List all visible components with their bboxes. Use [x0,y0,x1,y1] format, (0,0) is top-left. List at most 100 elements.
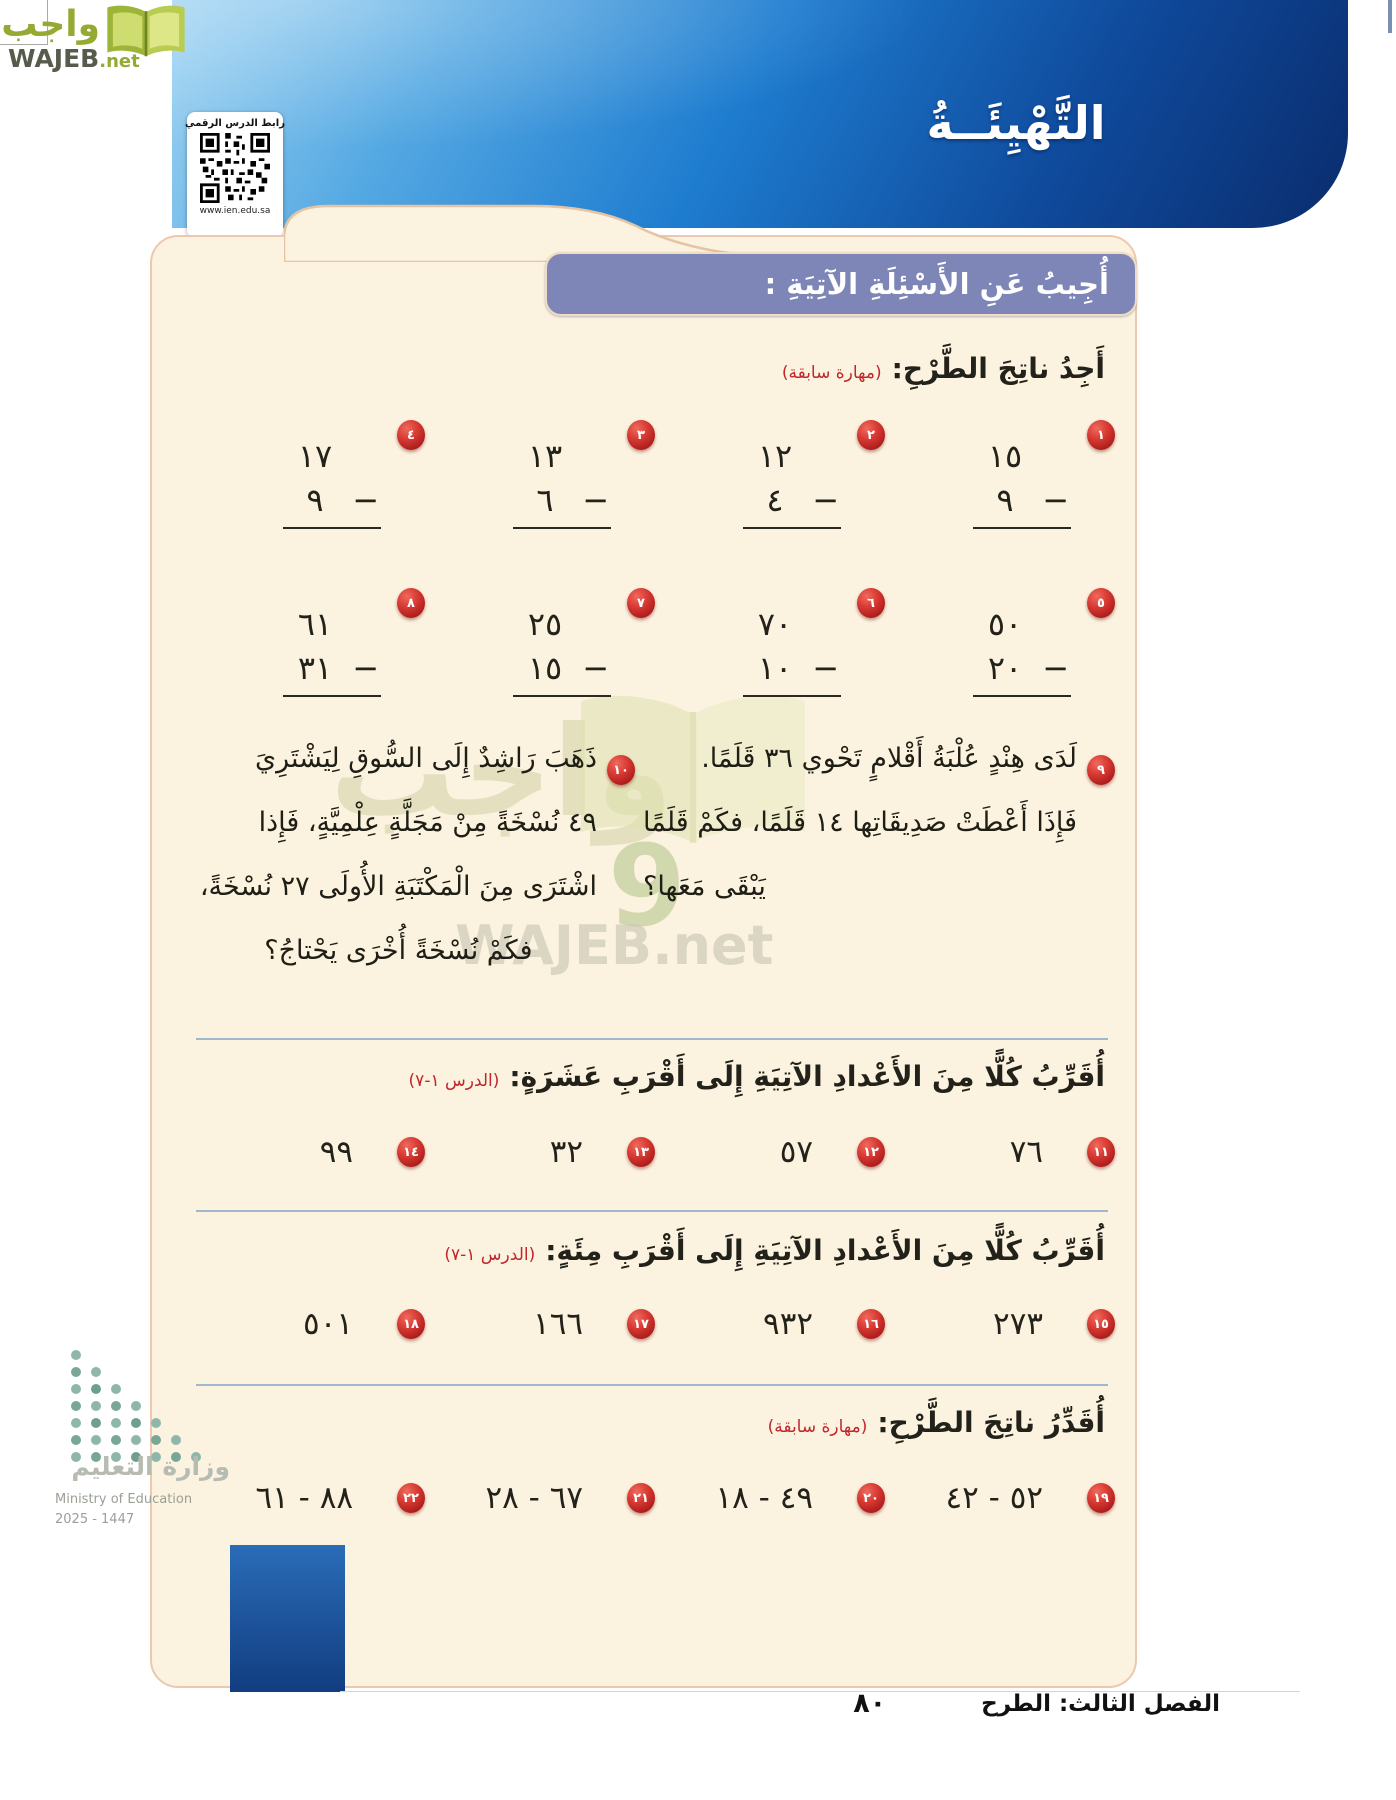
problem-number-badge: ٨ [397,588,425,618]
problem-number-badge: ٣ [627,420,655,450]
estimate-item: ٢٢ ٨٨ - ٦١ [195,1480,425,1516]
expression-value: ٥٢ - ٤٢ [945,1480,1043,1516]
problem-number-badge: ٢٢ [397,1483,425,1513]
qr-code-icon [200,133,270,203]
open-book-icon [107,5,185,57]
problem-number-badge: ١٥ [1087,1309,1115,1339]
word-problem-line: اشْتَرَى مِنَ الْمَكْتَبَةِ الأُولَى ٢٧ … [199,871,597,902]
round-item: ١٤ ٩٩ [195,1134,425,1170]
problem-number-badge: ١٣ [627,1137,655,1167]
problem-number-badge: ١٩ [1087,1483,1115,1513]
page-number: ٨٠ [853,1688,887,1719]
minus-sign: − [812,649,839,687]
bottom-blue-strip [230,1545,345,1692]
word-problem-line: فَإِذَا أَعْطَتْ صَدِيقَاتِها ١٤ قَلَمًا… [642,807,1077,838]
ministry-name-arabic: وزارة التعليم [71,1452,230,1481]
subtrahend-line: −٩ [283,478,381,529]
wajeb-logo-tld: .net [99,51,140,72]
word-problem-text: لَدَى هِنْدٍ عُلْبَةُ أَقْلامٍ تَحْوي ٣٦… [643,727,1077,983]
subtraction-problem: ٧ ٢٥ −١٥ [425,588,655,697]
minuend: ٧٠ [757,605,793,643]
minuend: ٦١ [297,605,333,643]
problem-number-badge: ١٦ [857,1309,885,1339]
minus-sign: − [352,649,379,687]
number-value: ٥٧ [779,1134,813,1170]
subtrahend: ٦ [536,481,554,519]
minuend: ١٧ [297,437,333,475]
content-panel [150,235,1137,1688]
subtrahend-line: −١٥ [513,646,611,697]
subtraction-problem: ٥ ٥٠ −٢٠ [885,588,1115,697]
number-value: ٩٣٢ [763,1306,813,1342]
header-band [172,0,1348,228]
expression-value: ٨٨ - ٦١ [255,1480,353,1516]
round-item: ١١ ٧٦ [885,1134,1115,1170]
vertical-subtraction: ١٧ −٩ [283,434,381,529]
minuend: ٢٥ [527,605,563,643]
estimate-item: ٢١ ٦٧ - ٢٨ [425,1480,655,1516]
minus-sign: − [352,481,379,519]
round-item: ١٨ ٥٠١ [195,1306,425,1342]
number-value: ٧٦ [1009,1134,1043,1170]
problem-number-badge: ٢٠ [857,1483,885,1513]
round-hundred-row: ١٥ ٢٧٣ ١٦ ٩٣٢ ١٧ ١٦٦ ١٨ ٥٠١ [195,1306,1115,1342]
problem-number-badge: ١٢ [857,1137,885,1167]
minuend: ١٣ [527,437,563,475]
crop-mark-vertical [47,0,48,45]
word-problem-line: ٤٩ نُسْخَةً مِنْ مَجَلَّةٍ عِلْمِيَّةٍ، … [258,807,597,838]
minus-sign: − [1042,481,1069,519]
section-heading-text: أَجِدُ ناتِجَ الطَّرْحِ: [891,352,1105,385]
section-divider [196,1384,1108,1386]
section-note: (الدرس ١-٧) [408,1071,500,1091]
subtrahend: ٩ [306,481,324,519]
ministry-years: 2025 - 1447 [55,1512,135,1527]
round-item: ١٦ ٩٣٢ [655,1306,885,1342]
estimate-item: ١٩ ٥٢ - ٤٢ [885,1480,1115,1516]
word-problem-line: فكَمْ نُسْخَةً أُخْرَى يَحْتاجُ؟ [264,935,533,966]
problem-number-badge: ٧ [627,588,655,618]
subtraction-problem: ٤ ١٧ −٩ [195,420,425,529]
problem-number-badge: ٢١ [627,1483,655,1513]
estimate-item: ٢٠ ٤٩ - ١٨ [655,1480,885,1516]
word-problem-line: لَدَى هِنْدٍ عُلْبَةُ أَقْلامٍ تَحْوي ٣٦… [701,743,1077,774]
subtrahend-line: −٦ [513,478,611,529]
number-value: ٢٧٣ [993,1306,1043,1342]
word-problem-9: ٩ لَدَى هِنْدٍ عُلْبَةُ أَقْلامٍ تَحْوي … [643,715,1115,983]
wajeb-logo-english: WAJEB.net [8,44,158,73]
subtrahend: ١٠ [757,649,793,687]
problem-number-badge: ١٧ [627,1309,655,1339]
expression-value: ٤٩ - ١٨ [715,1480,813,1516]
vertical-subtraction: ٧٠ −١٠ [743,602,841,697]
watermark-book-icon [581,695,805,843]
round-ten-row: ١١ ٧٦ ١٢ ٥٧ ١٣ ٣٢ ١٤ ٩٩ [195,1134,1115,1170]
section-note: (مهارة سابقة) [767,1417,868,1437]
problem-number-badge: ١ [1087,420,1115,450]
subtrahend-line: −١٠ [743,646,841,697]
minuend: ١٥ [987,437,1023,475]
subtraction-row-1: ١ ١٥ −٩ ٢ ١٢ −٤ ٣ ١٣ −٦ ٤ ١٧ −٩ [195,420,1115,529]
wajeb-logo-arabic: واجب [1,4,100,45]
subtrahend-line: −٢٠ [973,646,1071,697]
problem-number-badge: ٤ [397,420,425,450]
problem-number-badge: ١١ [1087,1137,1115,1167]
section-heading-round-hundred: أُقَرِّبُ كُلًّا مِنَ الأَعْدادِ الآتِيَ… [305,1234,1105,1267]
page-footer: الفصل الثالث: الطرح ٨٠ [800,1688,1220,1719]
subtraction-problem: ٣ ١٣ −٦ [425,420,655,529]
word-problem-line: يَبْقَى مَعَها؟ [642,871,766,902]
subtrahend: ٩ [996,481,1014,519]
subtraction-problem: ٨ ٦١ −٣١ [195,588,425,697]
minus-sign: − [1042,649,1069,687]
subtraction-row-2: ٥ ٥٠ −٢٠ ٦ ٧٠ −١٠ ٧ ٢٥ −١٥ ٨ ٦١ −٣١ [195,588,1115,697]
vertical-subtraction: ١٢ −٤ [743,434,841,529]
watermark-english: WAJEB.net [455,914,774,977]
problem-number-badge: ١٤ [397,1137,425,1167]
subtraction-problem: ٦ ٧٠ −١٠ [655,588,885,697]
subtrahend: ٣١ [297,649,333,687]
minus-sign: − [582,481,609,519]
watermark-digit: 9 [608,822,686,952]
subtrahend-line: −٣١ [283,646,381,697]
instruction-label: أُجِيبُ عَنِ الأَسْئِلَةِ الآتِيَةِ : [764,267,1109,301]
ministry-logo-dots [71,1350,201,1462]
word-problems-row: ٩ لَدَى هِنْدٍ عُلْبَةُ أَقْلامٍ تَحْوي … [200,715,1115,983]
chapter-title: الفصل الثالث: الطرح [981,1690,1220,1717]
